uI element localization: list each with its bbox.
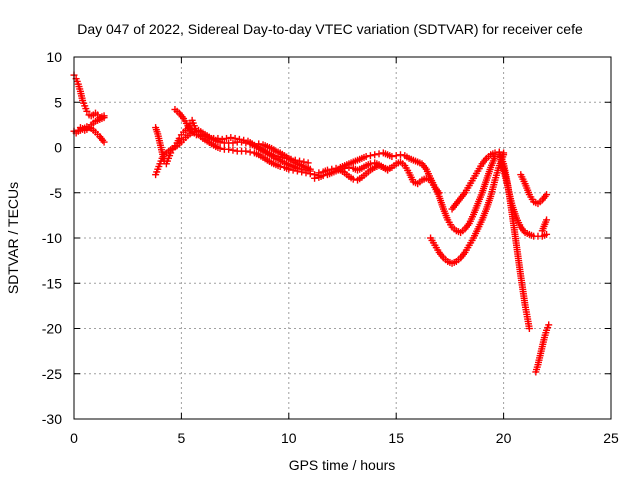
x-axis-title: GPS time / hours	[289, 457, 396, 473]
data-point	[240, 136, 248, 144]
data-point	[229, 146, 237, 154]
x-tick-label: 0	[70, 430, 78, 446]
data-point	[223, 134, 231, 142]
data-point	[214, 134, 222, 142]
data-point	[392, 152, 400, 160]
data-point	[218, 135, 226, 143]
series-arc7	[255, 140, 314, 173]
series-arc1	[70, 71, 108, 122]
data-point	[229, 139, 237, 147]
data-point	[543, 191, 551, 199]
data-point	[323, 166, 331, 174]
data-point	[388, 153, 396, 161]
data-point	[158, 154, 166, 162]
data-point	[235, 135, 243, 143]
data-point	[276, 163, 284, 171]
series-arc17	[532, 321, 553, 376]
series-arc3	[74, 123, 108, 146]
grid-lines	[74, 57, 611, 419]
y-tick-label: 0	[54, 140, 62, 156]
data-point	[246, 148, 254, 156]
data-point	[227, 134, 235, 142]
data-point	[205, 134, 213, 142]
data-point	[362, 153, 370, 161]
data-point	[216, 144, 224, 152]
x-tick-label: 5	[178, 430, 186, 446]
y-axis-title: SDTVAR / TECUs	[5, 182, 21, 294]
series-arc16	[538, 216, 551, 235]
x-tick-label: 15	[388, 430, 404, 446]
y-tick-label: -25	[42, 366, 62, 382]
data-point	[197, 132, 205, 140]
data-point	[100, 138, 108, 146]
data-points	[70, 71, 553, 376]
data-point	[311, 174, 319, 182]
y-tick-label: -5	[50, 185, 63, 201]
y-tick-label: -30	[42, 411, 62, 427]
data-point	[525, 325, 533, 332]
data-point	[270, 152, 278, 160]
data-point	[349, 175, 357, 183]
data-point	[375, 150, 383, 158]
data-point	[366, 160, 374, 168]
data-point	[366, 152, 374, 160]
data-point	[328, 165, 336, 173]
data-point	[371, 151, 379, 159]
series-arc11	[427, 151, 508, 267]
series-arc8	[311, 153, 499, 237]
series-arc15	[517, 171, 551, 208]
data-point	[396, 151, 404, 159]
chart-title: Day 047 of 2022, Sidereal Day-to-day VTE…	[77, 21, 583, 37]
y-tick-label: 5	[54, 94, 62, 110]
data-point	[543, 230, 551, 238]
data-point	[306, 165, 314, 173]
data-point	[255, 140, 263, 148]
data-point	[543, 216, 551, 224]
y-tick-label: -10	[42, 230, 62, 246]
series-arc10	[336, 149, 443, 197]
data-point	[231, 134, 239, 142]
data-point	[100, 114, 108, 122]
data-point	[242, 147, 250, 155]
x-tick-label: 25	[603, 430, 619, 446]
series-arc9	[315, 162, 392, 184]
data-point	[545, 321, 553, 329]
x-tick-label: 10	[281, 430, 297, 446]
series-arc14	[495, 149, 533, 332]
axis-ticks: 0 5 10 15 20 25 -30 -25 -20 -15 -10 -5 0 5 10	[42, 49, 619, 446]
data-point	[225, 145, 233, 153]
y-tick-label: -15	[42, 275, 62, 291]
x-tick-label: 20	[496, 430, 512, 446]
data-point	[201, 133, 209, 141]
data-point	[384, 166, 392, 174]
data-point	[315, 169, 323, 177]
data-point	[192, 131, 200, 139]
data-point	[83, 107, 91, 115]
y-tick-label: -20	[42, 321, 62, 337]
y-tick-label: 10	[46, 49, 62, 65]
data-point	[435, 189, 443, 197]
